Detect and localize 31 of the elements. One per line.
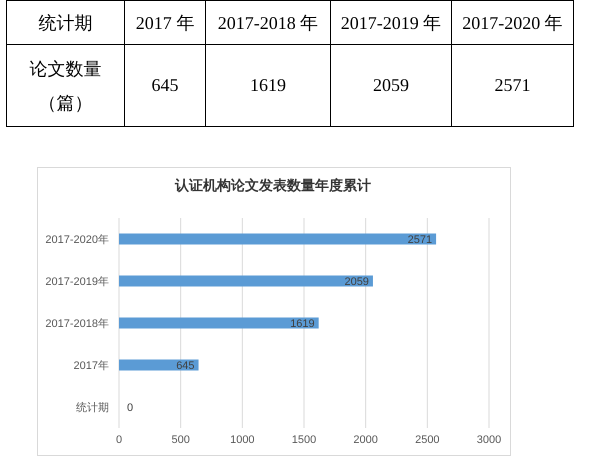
- data-label: 645: [176, 360, 195, 372]
- chart-title: 认证机构论文发表数量年度累计: [174, 177, 371, 193]
- x-tick-label: 1000: [230, 434, 255, 446]
- bar: [119, 234, 436, 244]
- text: 论文数量（篇）: [6, 44, 124, 126]
- data-label: 0: [127, 402, 134, 414]
- data-label: 2059: [330, 44, 452, 126]
- data-label: 2571: [408, 234, 432, 246]
- bar: [119, 276, 373, 286]
- bar: [119, 360, 199, 370]
- category-label: 2017-2019 年: [330, 0, 452, 44]
- y-tick-label: 统计期: [76, 401, 109, 414]
- data-label: 1619: [206, 44, 330, 126]
- y-tick-label: 2017-2019年: [45, 276, 109, 288]
- x-tick-label: 1500: [292, 434, 316, 446]
- category-label: 2017 年: [124, 0, 206, 44]
- x-tick-label: 500: [171, 434, 190, 446]
- category-label: 2017-2018 年: [206, 0, 330, 44]
- y-tick-label: 2017-2020年: [45, 234, 109, 246]
- data-label: 1619: [290, 318, 315, 330]
- bar: [119, 318, 319, 328]
- category-label: 2017-2020 年: [452, 0, 574, 44]
- x-tick-label: 2000: [353, 434, 378, 446]
- y-tick-label: 2017-2018年: [45, 318, 109, 330]
- x-tick-label: 3000: [476, 434, 502, 446]
- x-tick-label: 0: [116, 434, 122, 446]
- x-tick-label: 2500: [415, 434, 440, 446]
- data-label: 2059: [344, 276, 369, 288]
- y-tick-label: 2017年: [74, 360, 109, 372]
- data-label: 2571: [452, 44, 574, 126]
- data-label: 645: [124, 44, 206, 126]
